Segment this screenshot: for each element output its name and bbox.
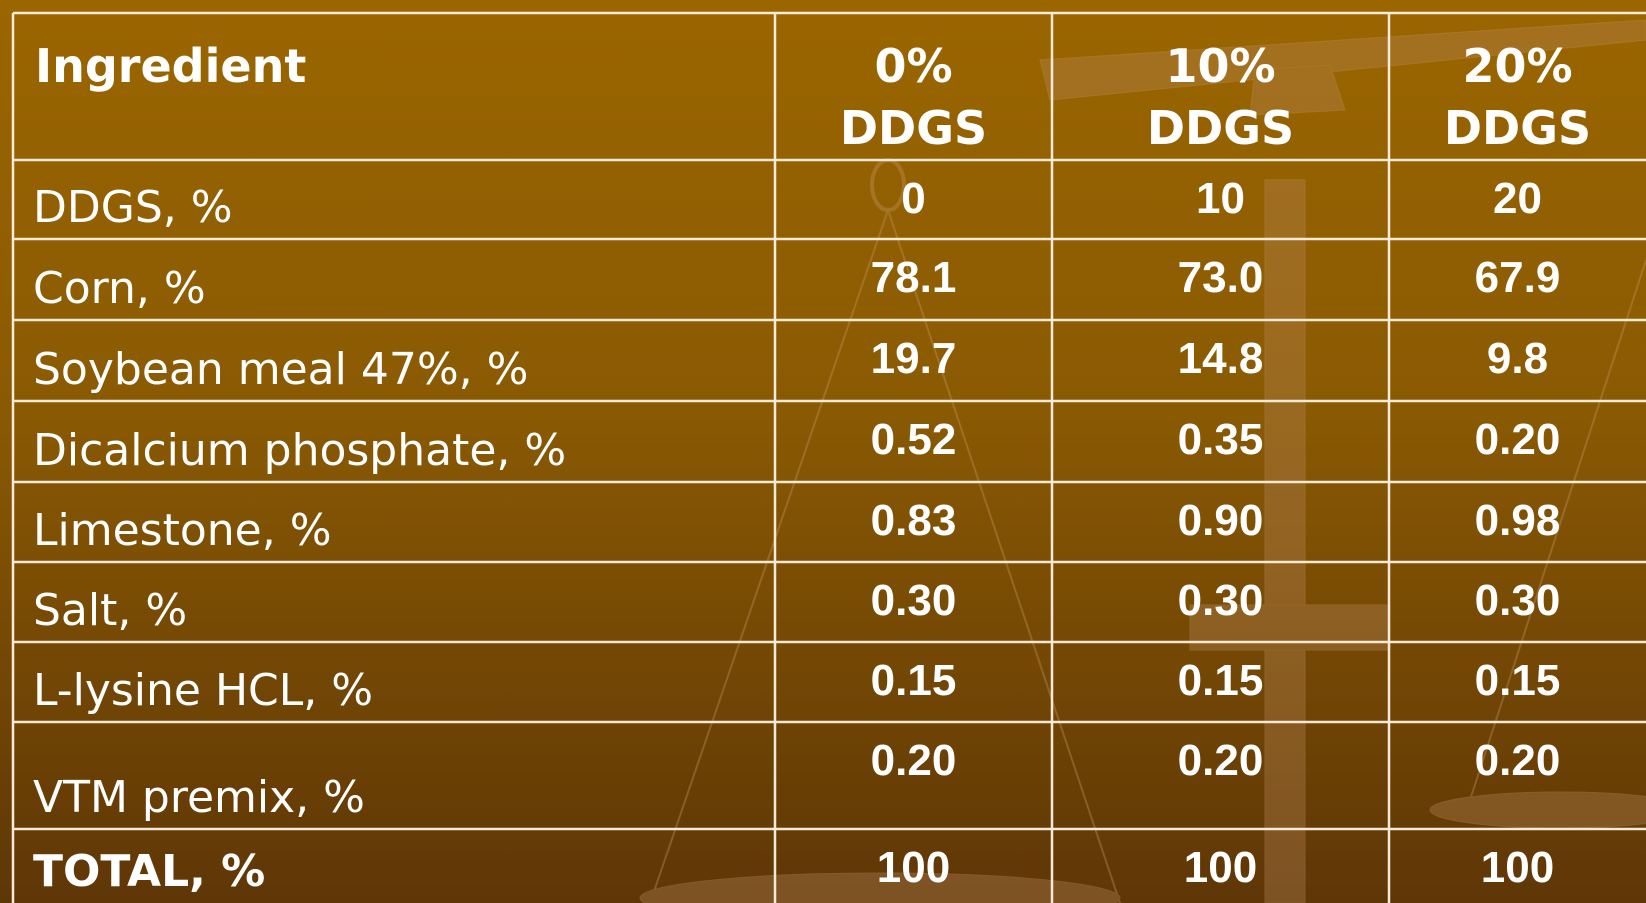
header-text: 0% bbox=[874, 39, 953, 93]
header-text: 10% bbox=[1165, 39, 1276, 93]
header-text: Ingredient bbox=[35, 39, 307, 93]
cell-value: 78.1 bbox=[870, 253, 957, 302]
cell-value: 0 bbox=[901, 174, 926, 223]
row-label: Soybean meal 47%, % bbox=[33, 344, 529, 395]
row-label: Dicalcium phosphate, % bbox=[33, 425, 567, 476]
header-cell: 0% DDGS bbox=[775, 13, 1052, 160]
cell-value: 14.8 bbox=[1177, 334, 1264, 383]
row-label: Salt, % bbox=[33, 585, 188, 636]
row-label: VTM premix, % bbox=[33, 772, 365, 823]
cell-value: 10 bbox=[1196, 174, 1245, 223]
cell-value: 0.52 bbox=[870, 415, 957, 464]
cell-value: 0.20 bbox=[1474, 736, 1561, 785]
cell-value: 0.35 bbox=[1177, 415, 1264, 464]
row-label: TOTAL, % bbox=[33, 846, 266, 897]
row-label: Limestone, % bbox=[33, 505, 332, 556]
header-text: DDGS bbox=[1146, 101, 1295, 155]
row-label: Corn, % bbox=[33, 263, 206, 314]
cell-value: 0.15 bbox=[870, 656, 957, 705]
header-cell: 10% DDGS bbox=[1052, 13, 1389, 160]
header-cell: 20% DDGS bbox=[1389, 13, 1646, 160]
header-text: DDGS bbox=[1443, 101, 1592, 155]
row-label: L-lysine HCL, % bbox=[33, 665, 374, 716]
cell-value: 0.20 bbox=[1177, 736, 1264, 785]
cell-value: 20 bbox=[1493, 174, 1542, 223]
header-text: DDGS bbox=[839, 101, 988, 155]
cell-value: 0.30 bbox=[1177, 576, 1264, 625]
cell-value: 0.90 bbox=[1177, 496, 1264, 545]
cell-value: 0.20 bbox=[1474, 415, 1561, 464]
cell-value: 100 bbox=[1183, 843, 1258, 892]
header-cell: Ingredient bbox=[13, 13, 775, 160]
cell-value: 9.8 bbox=[1486, 334, 1549, 383]
cell-value: 0.15 bbox=[1177, 656, 1264, 705]
cell-value: 0.20 bbox=[870, 736, 957, 785]
cell-value: 0.30 bbox=[1474, 576, 1561, 625]
cell-value: 0.30 bbox=[870, 576, 957, 625]
cell-value: 0.98 bbox=[1474, 496, 1561, 545]
cell-value: 19.7 bbox=[870, 334, 957, 383]
cell-value: 100 bbox=[1480, 843, 1555, 892]
cell-value: 73.0 bbox=[1177, 253, 1264, 302]
header-text: 20% bbox=[1462, 39, 1573, 93]
cell-value: 100 bbox=[876, 843, 951, 892]
cell-value: 67.9 bbox=[1474, 253, 1561, 302]
cell-value: 0.83 bbox=[870, 496, 957, 545]
row-label: DDGS, % bbox=[33, 182, 233, 233]
cell-value: 0.15 bbox=[1474, 656, 1561, 705]
